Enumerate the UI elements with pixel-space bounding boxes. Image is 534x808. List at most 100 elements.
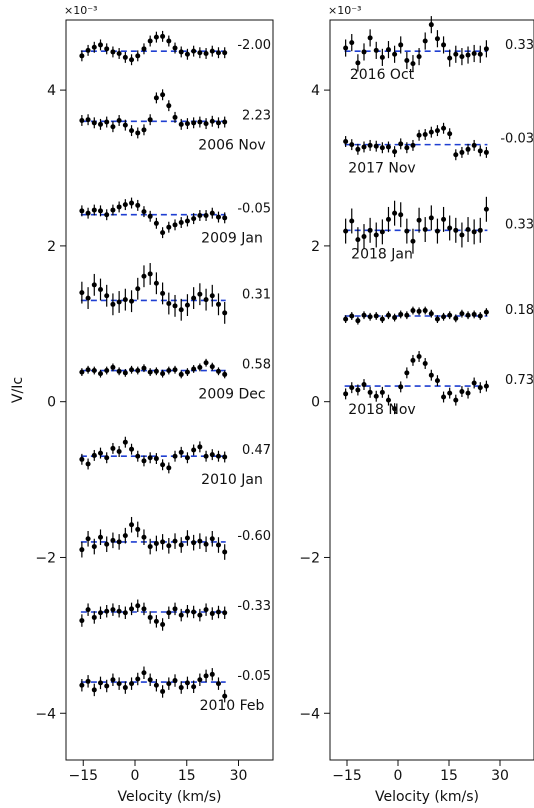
- point-right-2-11: [410, 238, 416, 244]
- point-right-1-22: [477, 148, 483, 154]
- point-right-0-14: [428, 22, 434, 28]
- point-left-6-22: [215, 542, 221, 548]
- point-right-2-14: [428, 215, 434, 221]
- point-left-2-16: [178, 220, 184, 226]
- point-right-3-22: [477, 313, 483, 319]
- series-label-left-5: 2010 Jan: [201, 472, 263, 488]
- point-left-3-12: [153, 280, 159, 286]
- point-left-2-8: [129, 200, 135, 206]
- point-right-0-7: [385, 47, 391, 53]
- point-left-1-2: [91, 120, 97, 126]
- point-right-2-12: [416, 217, 422, 223]
- point-left-4-4: [104, 368, 110, 374]
- point-left-3-16: [178, 307, 184, 313]
- point-left-2-19: [197, 213, 203, 219]
- point-right-1-13: [422, 132, 428, 138]
- point-left-1-7: [122, 122, 128, 128]
- point-right-2-23: [483, 206, 489, 212]
- point-left-1-11: [147, 117, 153, 123]
- point-left-2-4: [104, 212, 110, 218]
- point-left-6-21: [209, 536, 215, 542]
- point-left-0-16: [178, 49, 184, 55]
- point-right-4-6: [379, 389, 385, 395]
- point-right-1-18: [453, 152, 459, 158]
- point-right-1-16: [441, 125, 447, 131]
- point-right-4-23: [483, 383, 489, 389]
- point-right-4-15: [434, 378, 440, 384]
- point-left-3-10: [141, 273, 147, 279]
- point-right-1-12: [416, 132, 422, 138]
- point-right-4-14: [428, 372, 434, 378]
- point-left-6-19: [197, 538, 203, 544]
- point-right-3-23: [483, 309, 489, 315]
- point-right-3-10: [404, 312, 410, 318]
- point-right-1-6: [379, 145, 385, 151]
- axes-frame-left: [65, 19, 274, 761]
- value-label-right-0: 0.33: [505, 38, 534, 53]
- point-left-4-6: [116, 368, 122, 374]
- point-right-3-17: [447, 312, 453, 318]
- x-axis-label-left: Velocity (km/s): [117, 789, 221, 805]
- point-right-2-2: [355, 237, 361, 243]
- point-left-2-17: [184, 218, 190, 224]
- point-left-1-5: [110, 124, 116, 130]
- point-right-2-13: [422, 227, 428, 233]
- point-left-0-20: [203, 50, 209, 56]
- point-left-1-12: [153, 95, 159, 101]
- point-left-3-0: [79, 290, 85, 296]
- point-left-1-8: [129, 128, 135, 134]
- series-label-left-2: 2009 Jan: [201, 231, 263, 247]
- point-left-3-9: [135, 286, 141, 292]
- point-left-4-21: [209, 364, 215, 370]
- point-left-7-13: [160, 621, 166, 627]
- point-left-6-12: [153, 540, 159, 546]
- series-label-right-4: 2018 Nov: [348, 402, 415, 418]
- point-left-3-17: [184, 302, 190, 308]
- point-right-4-1: [349, 385, 355, 391]
- point-left-5-0: [79, 456, 85, 462]
- point-left-2-11: [147, 213, 153, 219]
- point-right-3-18: [453, 315, 459, 321]
- x-axis-label-right: Velocity (km/s): [375, 789, 479, 805]
- point-left-4-5: [110, 364, 116, 370]
- point-left-3-19: [197, 291, 203, 297]
- point-left-0-12: [153, 34, 159, 40]
- point-left-2-3: [98, 208, 103, 214]
- point-left-8-22: [215, 681, 221, 687]
- point-left-8-15: [172, 678, 178, 684]
- point-right-1-19: [459, 149, 465, 155]
- point-left-3-5: [110, 301, 116, 307]
- point-left-5-6: [116, 449, 122, 455]
- point-left-5-4: [104, 455, 110, 461]
- point-left-5-10: [141, 458, 147, 464]
- point-right-3-16: [441, 314, 447, 320]
- point-right-4-19: [459, 389, 465, 395]
- point-left-7-8: [129, 606, 135, 612]
- x-tick-label-right-30: 30: [491, 768, 509, 784]
- point-left-7-10: [141, 606, 147, 612]
- point-left-3-3: [98, 287, 103, 293]
- point-left-2-15: [172, 222, 178, 228]
- point-right-2-0: [343, 228, 349, 234]
- point-right-4-18: [453, 397, 459, 403]
- point-right-2-19: [459, 232, 465, 238]
- point-left-3-13: [160, 290, 166, 296]
- y-tick-label-right--2: −2: [299, 550, 320, 566]
- point-left-7-14: [166, 610, 172, 616]
- point-left-1-10: [141, 127, 147, 133]
- point-right-1-5: [373, 143, 379, 149]
- point-left-1-9: [135, 130, 141, 136]
- y-tick-label-left--2: −2: [35, 550, 56, 566]
- point-right-0-0: [343, 45, 349, 51]
- point-right-3-9: [398, 311, 404, 317]
- point-left-7-15: [172, 606, 178, 612]
- point-left-8-17: [184, 680, 190, 686]
- point-right-4-8: [392, 406, 398, 412]
- point-left-3-8: [129, 298, 135, 304]
- point-right-3-12: [416, 308, 422, 314]
- point-left-4-11: [147, 369, 153, 375]
- value-label-left-3: 0.31: [242, 287, 271, 302]
- point-left-3-6: [116, 299, 122, 305]
- point-left-7-2: [91, 614, 97, 620]
- point-right-2-20: [465, 227, 471, 233]
